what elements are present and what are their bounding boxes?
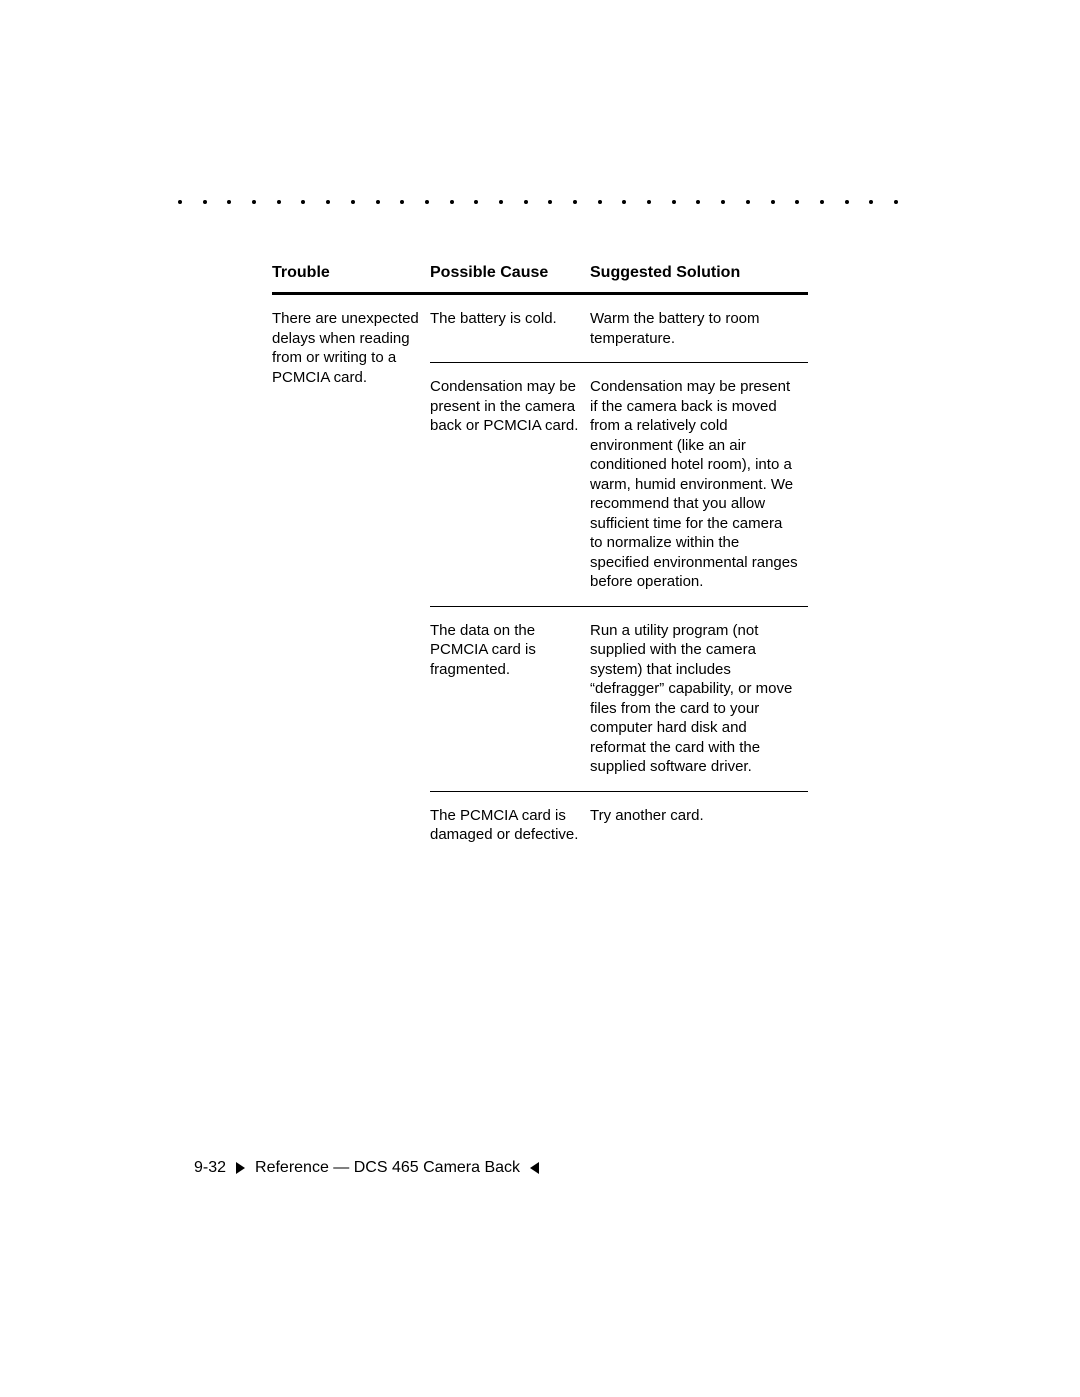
troubleshooting-table-container: Trouble Possible Cause Suggested Solutio… (272, 264, 808, 859)
cause-cell: The data on the PCMCIA card is fragmente… (430, 606, 590, 791)
document-page: Trouble Possible Cause Suggested Solutio… (0, 0, 1080, 1397)
decorative-dot (672, 200, 676, 204)
decorative-dot (622, 200, 626, 204)
triangle-right-icon (236, 1162, 245, 1174)
decorative-dot (721, 200, 725, 204)
decorative-dot (450, 200, 454, 204)
decorative-dot-row (178, 200, 898, 204)
decorative-dot (474, 200, 478, 204)
decorative-dot (351, 200, 355, 204)
column-header-trouble: Trouble (272, 264, 430, 294)
decorative-dot (301, 200, 305, 204)
cause-cell: Condensation may be present in the camer… (430, 363, 590, 607)
decorative-dot (227, 200, 231, 204)
decorative-dot (425, 200, 429, 204)
decorative-dot (252, 200, 256, 204)
decorative-dot (845, 200, 849, 204)
column-header-cause: Possible Cause (430, 264, 590, 294)
solution-cell: Try another card. (590, 791, 808, 859)
troubleshooting-table-body: There are unexpected delays when reading… (272, 294, 808, 859)
decorative-dot (326, 200, 330, 204)
decorative-dot (548, 200, 552, 204)
decorative-dot (178, 200, 182, 204)
decorative-dot (203, 200, 207, 204)
decorative-dot (696, 200, 700, 204)
solution-cell: Warm the battery to room temperature. (590, 294, 808, 363)
page-number: 9-32 (194, 1159, 226, 1177)
table-row: There are unexpected delays when reading… (272, 294, 808, 363)
decorative-dot (869, 200, 873, 204)
troubleshooting-table: Trouble Possible Cause Suggested Solutio… (272, 264, 808, 859)
footer-reference-text: Reference — DCS 465 Camera Back (255, 1159, 520, 1177)
decorative-dot (499, 200, 503, 204)
decorative-dot (573, 200, 577, 204)
decorative-dot (277, 200, 281, 204)
decorative-dot (795, 200, 799, 204)
solution-cell: Run a utility program (not supplied with… (590, 606, 808, 791)
decorative-dot (598, 200, 602, 204)
triangle-left-icon (530, 1162, 539, 1174)
decorative-dot (400, 200, 404, 204)
cause-cell: The PCMCIA card is damaged or defective. (430, 791, 590, 859)
solution-cell: Condensation may be present if the camer… (590, 363, 808, 607)
page-footer: 9-32 Reference — DCS 465 Camera Back (194, 1159, 539, 1177)
decorative-dot (771, 200, 775, 204)
cause-cell: The battery is cold. (430, 294, 590, 363)
decorative-dot (524, 200, 528, 204)
decorative-dot (894, 200, 898, 204)
decorative-dot (746, 200, 750, 204)
decorative-dot (820, 200, 824, 204)
decorative-dot (647, 200, 651, 204)
column-header-solution: Suggested Solution (590, 264, 808, 294)
table-header-row: Trouble Possible Cause Suggested Solutio… (272, 264, 808, 294)
decorative-dot (376, 200, 380, 204)
trouble-cell: There are unexpected delays when reading… (272, 294, 430, 859)
